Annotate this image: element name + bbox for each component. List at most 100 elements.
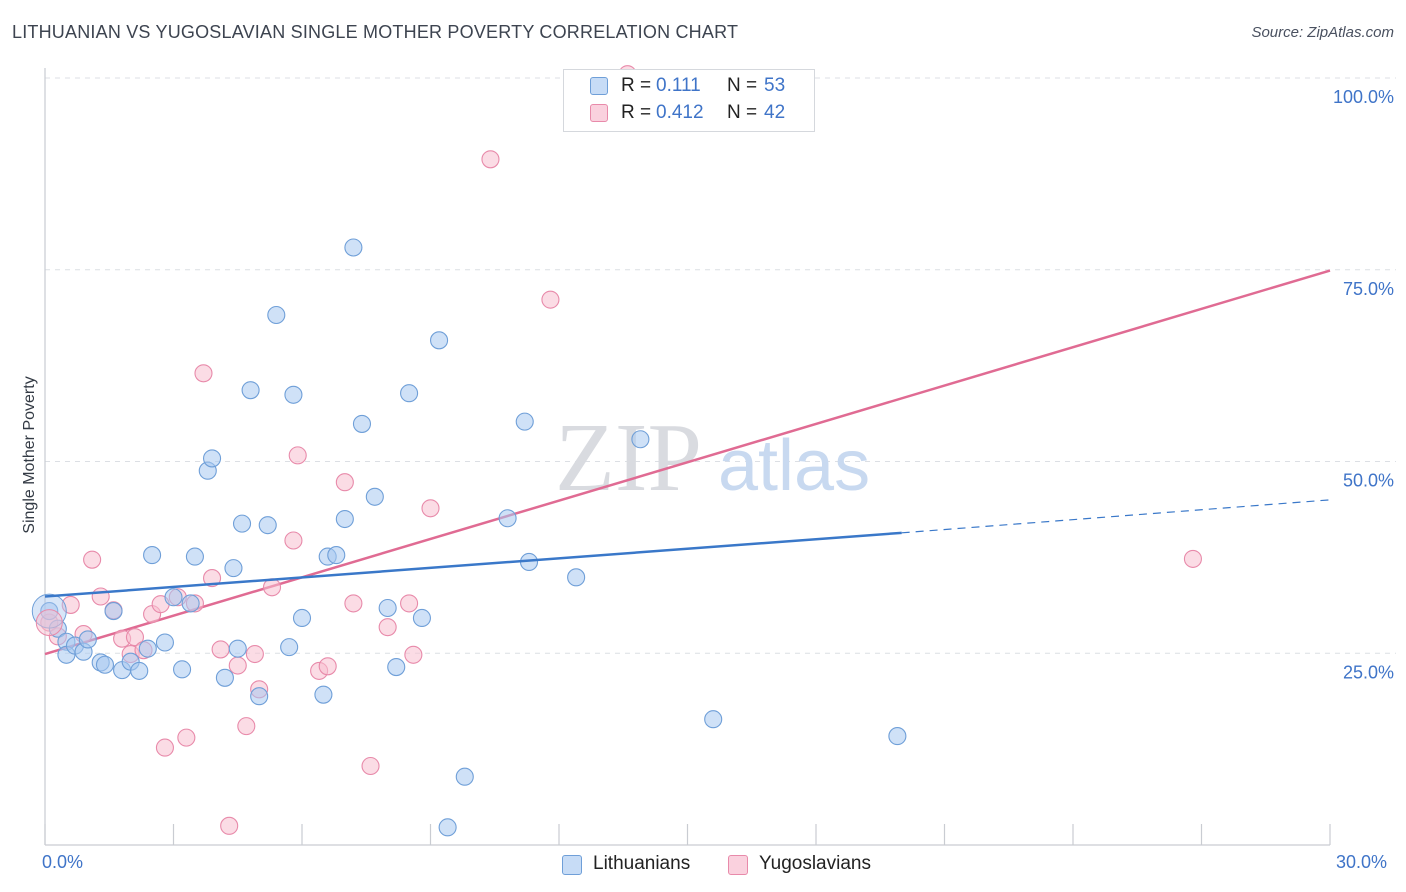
chart-title: LITHUANIAN VS YUGOSLAVIAN SINGLE MOTHER … xyxy=(12,22,739,42)
point-lithuanians xyxy=(438,818,457,837)
point-yugoslavians xyxy=(211,640,230,659)
point-lithuanians xyxy=(215,668,234,687)
point-lithuanians xyxy=(130,661,149,680)
stats-swatch-yugoslavians xyxy=(590,104,608,122)
point-yugoslavians xyxy=(344,594,363,613)
point-lithuanians xyxy=(292,608,312,628)
point-yugoslavians xyxy=(203,569,222,588)
trendline-lithuanians xyxy=(44,499,1331,598)
trendline-lithuanians-line xyxy=(44,531,902,598)
point-lithuanians xyxy=(104,602,123,621)
point-lithuanians xyxy=(181,594,200,613)
stats-n-label: N = xyxy=(727,102,758,123)
y-tick-label: 75.0% xyxy=(1343,279,1394,299)
point-lithuanians xyxy=(455,767,474,786)
point-lithuanians xyxy=(138,639,157,658)
trendline-lithuanians-dashed xyxy=(901,499,1331,534)
point-yugoslavians xyxy=(245,644,264,664)
point-lithuanians xyxy=(430,331,449,350)
legend-label-lithuanians: Lithuanians xyxy=(593,853,691,874)
point-yugoslavians xyxy=(125,628,144,647)
stats-r-value: 0.412 xyxy=(656,102,704,123)
point-cluster-yugoslavians xyxy=(35,609,63,637)
point-yugoslavians xyxy=(194,364,213,383)
source-label: Source: ZipAtlas.com xyxy=(1251,24,1394,41)
point-lithuanians xyxy=(284,385,303,404)
legend-swatch-yugoslavians xyxy=(728,855,748,875)
point-lithuanians xyxy=(400,384,419,403)
point-lithuanians xyxy=(241,381,260,400)
stats-row-lithuanians: R = 0.111 N = 53 xyxy=(564,74,814,100)
points-lithuanians xyxy=(31,238,907,837)
x-tick-label-min: 0.0% xyxy=(42,852,84,872)
y-tick-label: 50.0% xyxy=(1343,471,1394,491)
point-yugoslavians xyxy=(177,728,196,747)
watermark: ZIP atlas xyxy=(555,404,870,512)
stats-r-label: R = xyxy=(621,75,652,96)
point-lithuanians xyxy=(327,546,346,565)
point-lithuanians xyxy=(314,685,333,704)
point-yugoslavians xyxy=(318,657,337,676)
point-lithuanians xyxy=(267,305,286,325)
point-yugoslavians xyxy=(262,578,282,597)
point-lithuanians xyxy=(631,430,650,449)
point-lithuanians xyxy=(250,687,269,706)
point-lithuanians xyxy=(888,727,907,746)
point-lithuanians xyxy=(567,568,586,587)
y-tick-label: 25.0% xyxy=(1343,662,1394,682)
point-yugoslavians xyxy=(228,656,247,675)
point-lithuanians xyxy=(335,509,354,529)
x-tick-label-max: 30.0% xyxy=(1336,852,1388,872)
point-lithuanians xyxy=(173,660,192,679)
point-yugoslavians xyxy=(481,150,500,169)
stats-box: R = 0.111 N = 53 R = 0.412 N = 42 xyxy=(563,69,815,132)
point-yugoslavians xyxy=(1183,549,1202,568)
trendline-yugoslavians xyxy=(44,269,1331,656)
legend: Lithuanians Yugoslavians xyxy=(0,852,1406,876)
point-lithuanians xyxy=(412,608,431,628)
point-lithuanians xyxy=(258,516,277,535)
point-yugoslavians xyxy=(335,473,354,492)
point-lithuanians xyxy=(203,449,222,468)
point-lithuanians xyxy=(365,487,384,506)
point-yugoslavians xyxy=(91,587,110,606)
point-lithuanians xyxy=(515,412,534,431)
point-lithuanians xyxy=(185,547,204,566)
stats-r-label: R = xyxy=(621,102,652,123)
point-yugoslavians xyxy=(237,717,256,736)
point-yugoslavians xyxy=(83,550,102,569)
point-yugoslavians xyxy=(400,594,419,613)
point-lithuanians xyxy=(387,658,406,677)
point-lithuanians xyxy=(344,238,363,257)
watermark-atlas: atlas xyxy=(718,426,870,506)
point-yugoslavians xyxy=(378,618,397,637)
point-yugoslavians xyxy=(361,756,380,776)
point-lithuanians xyxy=(78,630,97,649)
point-lithuanians xyxy=(155,633,174,652)
point-yugoslavians xyxy=(288,446,307,465)
point-yugoslavians xyxy=(220,816,239,835)
stats-swatch-lithuanians xyxy=(590,77,608,95)
point-lithuanians xyxy=(378,598,397,618)
y-tick-label: 100.0% xyxy=(1333,87,1394,107)
point-lithuanians xyxy=(224,559,243,578)
point-yugoslavians xyxy=(421,499,440,518)
stats-n-value: 42 xyxy=(764,102,786,123)
stats-r-value: 0.111 xyxy=(656,75,701,96)
legend-swatch-lithuanians xyxy=(562,855,582,875)
trendline-yugoslavians-line xyxy=(44,269,1331,656)
axes xyxy=(44,68,1331,846)
point-lithuanians xyxy=(498,509,517,528)
point-lithuanians xyxy=(704,710,723,729)
point-lithuanians xyxy=(228,639,247,658)
point-yugoslavians xyxy=(541,290,560,309)
point-lithuanians xyxy=(232,514,252,533)
y-axis-label: Single Mother Poverty xyxy=(21,376,38,534)
legend-label-yugoslavians: Yugoslavians xyxy=(759,853,871,874)
point-lithuanians xyxy=(280,638,299,657)
stats-n-value: 53 xyxy=(764,75,786,96)
point-yugoslavians xyxy=(284,531,303,550)
stats-n-label: N = xyxy=(727,75,758,96)
point-yugoslavians xyxy=(155,738,174,757)
